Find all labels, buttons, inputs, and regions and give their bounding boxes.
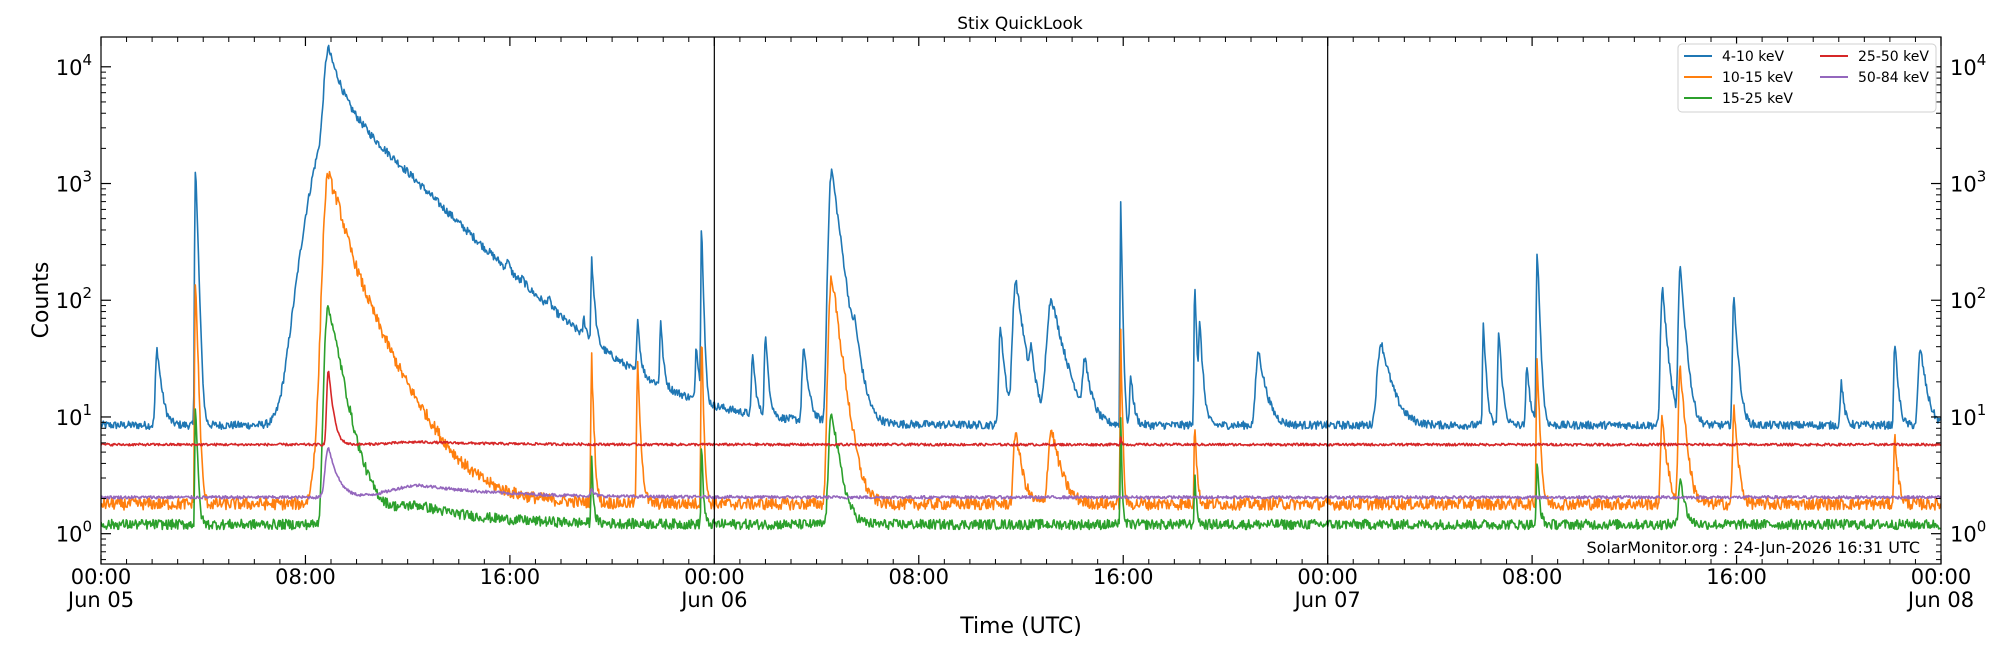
series-line-50-84-kev xyxy=(101,447,1941,500)
x-tick-label: 16:00 xyxy=(1093,565,1154,589)
y-tick-label-left: 101 xyxy=(56,401,92,430)
series-line-10-15-kev xyxy=(101,170,1941,511)
y-tick-label-right: 100 xyxy=(1950,518,1986,547)
y-tick-label-left: 102 xyxy=(56,284,92,313)
x-tick-label: 08:00 xyxy=(275,565,336,589)
legend-label: 25-50 keV xyxy=(1858,49,1929,65)
legend-entry-25-50-kev: 25-50 keV xyxy=(1820,49,1929,65)
x-tick-date-label: Jun 05 xyxy=(66,588,134,612)
x-tick-label: 08:00 xyxy=(889,565,950,589)
legend-entry-10-15-kev: 10-15 keV xyxy=(1684,70,1793,86)
x-tick-label: 00:00 xyxy=(684,565,745,589)
x-tick-label: 00:00 xyxy=(71,565,132,589)
day-divider-layer xyxy=(713,37,1329,564)
y-tick-label-left: 104 xyxy=(56,51,92,80)
legend-label: 50-84 keV xyxy=(1858,70,1929,86)
legend: 4-10 keV 10-15 keV 15-25 keV 25-50 keV 5… xyxy=(1677,43,1937,113)
legend-label: 15-25 keV xyxy=(1722,91,1793,107)
y-tick-label-left: 103 xyxy=(56,168,92,197)
x-tick-date-label: Jun 07 xyxy=(1293,588,1361,612)
x-tick-date-label: Jun 06 xyxy=(679,588,747,612)
x-tick-label: 00:00 xyxy=(1911,565,1972,589)
y-tick-label-right: 104 xyxy=(1950,51,1986,80)
chart-title: Stix QuickLook xyxy=(957,14,1083,34)
y-axis-label: Counts xyxy=(29,262,54,339)
x-axis-label: Time (UTC) xyxy=(959,614,1082,639)
x-tick-label: 00:00 xyxy=(1297,565,1358,589)
legend-entry-4-10-kev: 4-10 keV xyxy=(1684,49,1784,65)
series-line-25-50-kev xyxy=(101,370,1941,447)
x-tick-label: 16:00 xyxy=(1706,565,1767,589)
x-tick-label: 08:00 xyxy=(1502,565,1563,589)
x-tick-label: 16:00 xyxy=(480,565,541,589)
legend-label: 4-10 keV xyxy=(1722,49,1784,65)
legend-label: 10-15 keV xyxy=(1722,70,1793,86)
credit-text: SolarMonitor.org : 24-Jun-2026 16:31 UTC xyxy=(1586,538,1920,557)
y-tick-label-right: 103 xyxy=(1950,168,1986,197)
y-tick-label-right: 102 xyxy=(1950,284,1986,313)
series-layer xyxy=(101,44,1941,531)
series-line-15-25-kev xyxy=(101,305,1941,531)
y-tick-label-right: 101 xyxy=(1950,401,1986,430)
legend-entry-15-25-kev: 15-25 keV xyxy=(1684,91,1793,107)
y-axis-right: 100 101 102 103 104 xyxy=(1931,51,1986,561)
x-tick-date-label: Jun 08 xyxy=(1906,588,1974,612)
legend-entry-50-84-kev: 50-84 keV xyxy=(1820,70,1929,86)
legend-box xyxy=(1677,43,1937,113)
y-axis-left: 100 101 102 103 104 xyxy=(56,51,111,561)
series-line-4-10-kev xyxy=(101,44,1941,430)
y-tick-label-left: 100 xyxy=(56,518,92,547)
